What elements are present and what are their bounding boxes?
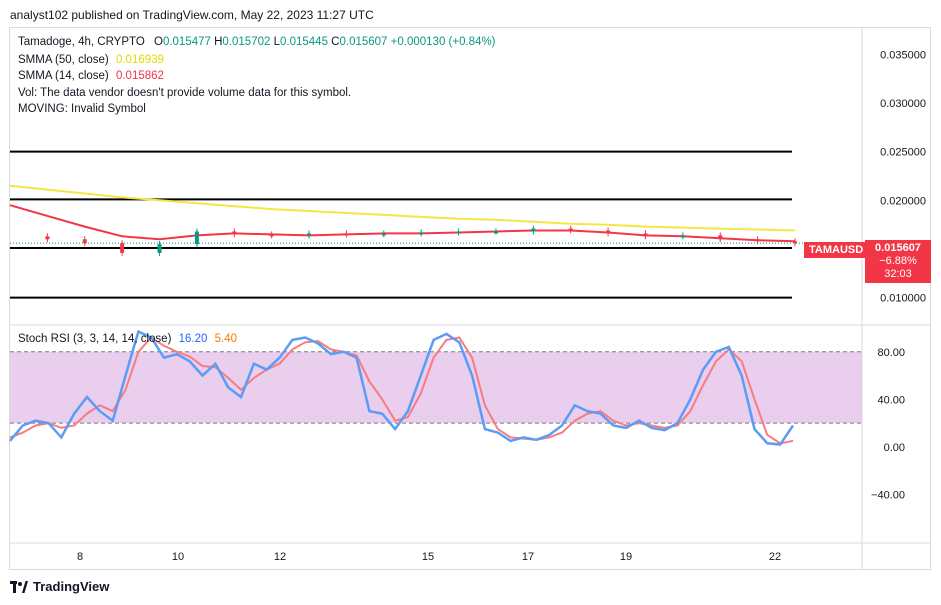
- tradingview-brand: TradingView: [33, 579, 110, 594]
- price-axis-tick: 0.030000: [880, 98, 926, 110]
- price-axis-tick: 0.035000: [880, 49, 926, 61]
- price-axis-tick: 0.010000: [880, 293, 926, 305]
- time-axis-tick: 22: [769, 551, 781, 563]
- legend-vol-note: Vol: The data vendor doesn't provide vol…: [18, 87, 352, 99]
- stoch-band: [10, 351, 862, 424]
- symbol-tag: TAMAUSD: [804, 242, 869, 258]
- tradingview-footer[interactable]: TradingView: [10, 579, 109, 594]
- legend-stoch-rsi[interactable]: Stoch RSI (3, 3, 14, 14, close) 16.20 5.…: [18, 333, 237, 345]
- stoch-k-line: [9, 329, 795, 446]
- last-price-tag: 0.015607 −6.88% 32:03: [865, 240, 931, 283]
- stoch-axis-tick: 80.00: [877, 347, 905, 359]
- time-axis-tick: 10: [172, 551, 184, 563]
- stoch-axis-tick: 0.00: [884, 442, 905, 454]
- legend-symbol: Tamadoge, 4h, CRYPTO: [18, 36, 145, 48]
- time-axis-tick: 17: [522, 551, 534, 563]
- time-axis-tick: 19: [620, 551, 632, 563]
- legend-ohlc: O0.015477 H0.015702 L0.015445 C0.015607 …: [153, 36, 496, 48]
- price-axis-tick: 0.025000: [880, 147, 926, 159]
- chart-frame: [9, 27, 931, 570]
- tradingview-logo-icon: [10, 580, 28, 593]
- smma50-line: [9, 184, 796, 232]
- legend-smma14[interactable]: SMMA (14, close) 0.015862: [18, 70, 164, 82]
- legend-symbol-row: Tamadoge, 4h, CRYPTO O0.015477 H0.015702…: [18, 36, 496, 48]
- stoch-axis-tick: 40.00: [877, 394, 905, 406]
- legend-moving-note: MOVING: Invalid Symbol: [18, 103, 146, 115]
- time-axis-tick: 8: [77, 551, 83, 563]
- legend-smma50[interactable]: SMMA (50, close) 0.016939: [18, 54, 164, 66]
- stoch-axis-tick: −40.00: [871, 489, 905, 501]
- price-axis-tick: 0.020000: [880, 195, 926, 207]
- time-axis-tick: 12: [274, 551, 286, 563]
- smma14-line: [9, 204, 796, 243]
- time-axis-tick: 15: [422, 551, 434, 563]
- published-header: analyst102 published on TradingView.com,…: [10, 8, 374, 22]
